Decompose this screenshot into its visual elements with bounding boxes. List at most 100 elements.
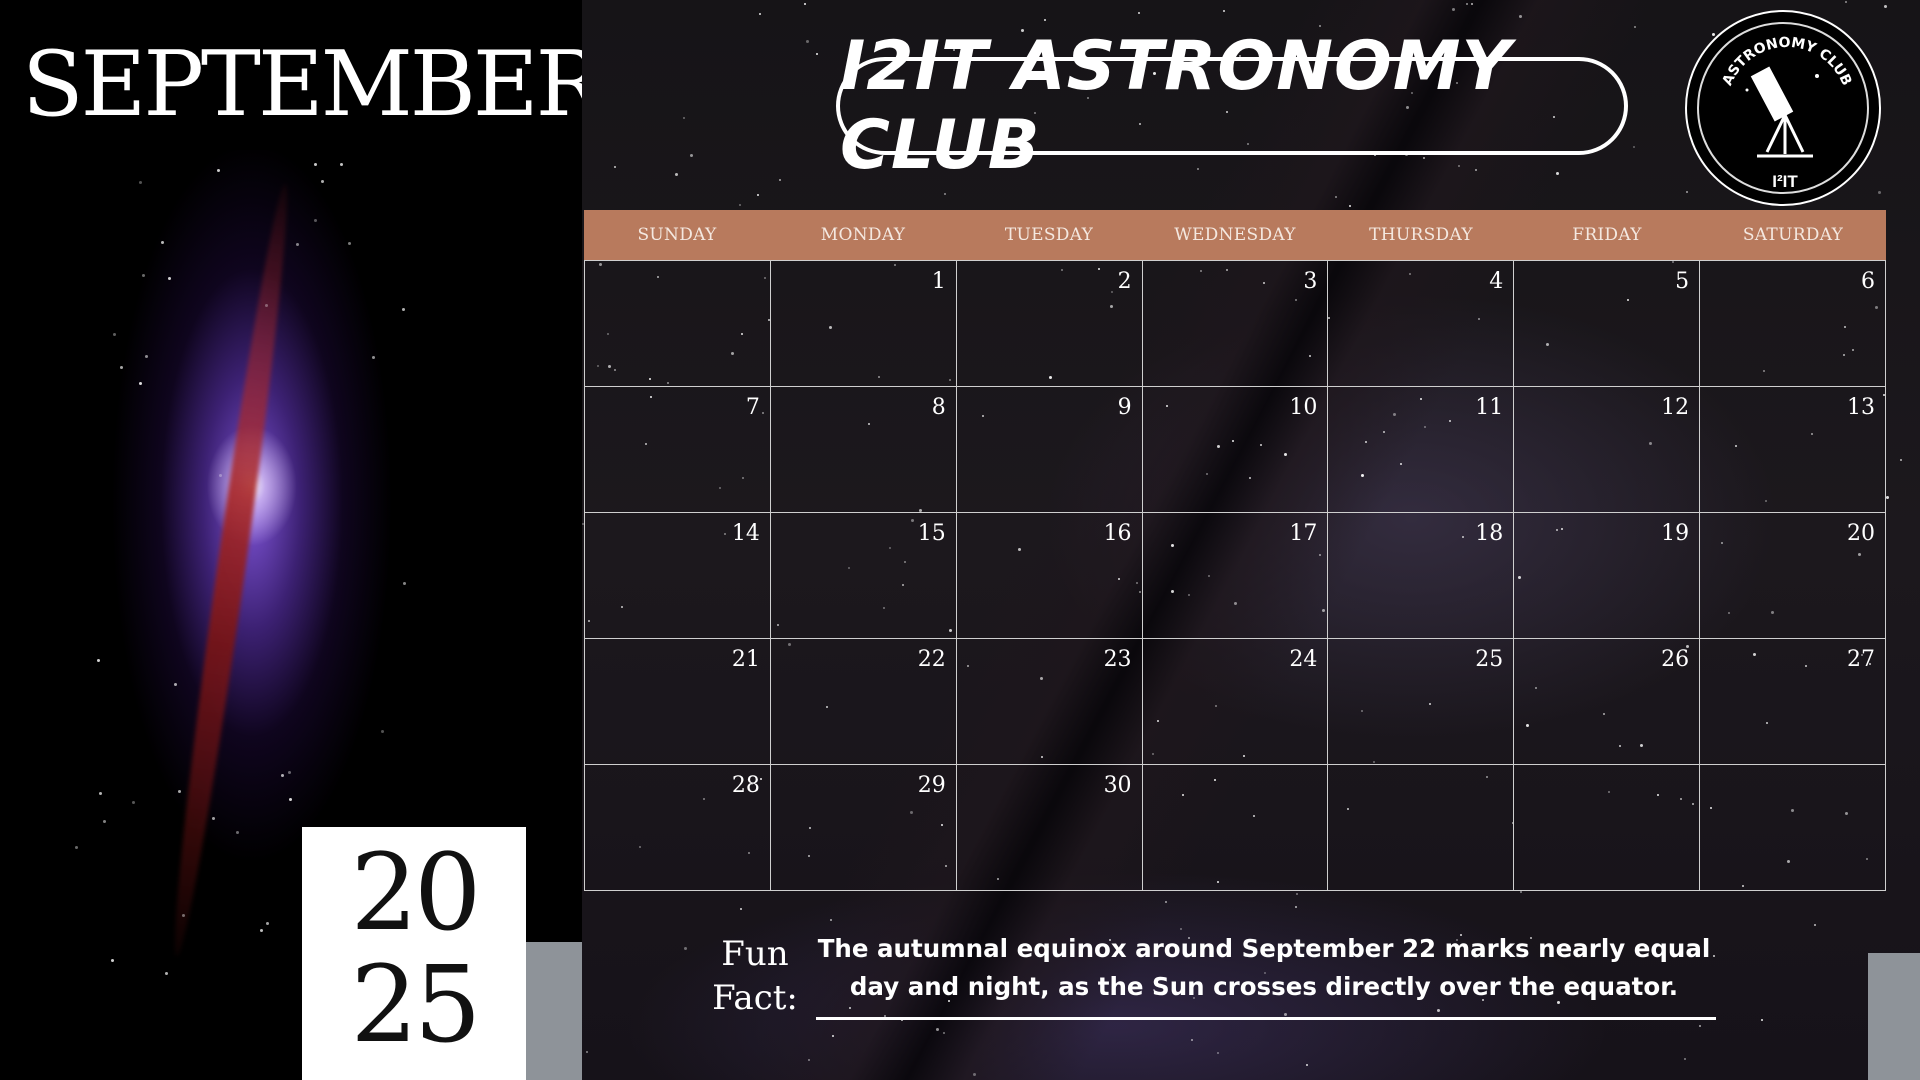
star-dot: [894, 264, 896, 266]
star-dot: [1319, 554, 1321, 556]
star-dot: [1680, 798, 1682, 800]
star-dot: [1858, 553, 1861, 556]
star-dot: [1456, 82, 1458, 84]
star-dot: [1171, 544, 1174, 547]
fun-fact-underline: [816, 1017, 1716, 1020]
star-dot: [219, 474, 222, 477]
star-dot: [1886, 496, 1889, 499]
star-dot: [953, 49, 955, 51]
star-dot: [1217, 881, 1219, 883]
star-dot: [1735, 445, 1737, 447]
star-dot: [1040, 677, 1043, 680]
day-cell: 24: [1142, 639, 1329, 765]
star-dot: [1478, 318, 1480, 320]
star-dot: [1328, 317, 1330, 319]
weekday-header-wednesday: WEDNESDAY: [1174, 225, 1296, 245]
star-dot: [1684, 1058, 1686, 1060]
day-cell: 4: [1328, 261, 1515, 387]
day-number: 27: [1847, 647, 1875, 672]
day-number: 12: [1661, 395, 1690, 420]
day-number: 3: [1303, 269, 1318, 294]
star-dot: [1482, 999, 1484, 1001]
star-dot: [1374, 154, 1376, 156]
star-dot: [639, 846, 641, 848]
star-dot: [804, 3, 806, 5]
day-cell: 14: [585, 513, 771, 639]
star-dot: [1429, 703, 1431, 705]
star-dot: [1883, 394, 1885, 396]
star-dot: [1686, 191, 1688, 193]
star-dot: [1284, 1013, 1287, 1016]
star-dot: [139, 181, 142, 184]
star-dot: [741, 333, 743, 335]
star-dot: [1805, 665, 1807, 667]
star-dot: [1047, 946, 1049, 948]
star-dot: [1260, 444, 1262, 446]
weekday-header-row: SUNDAY MONDAY TUESDAY WEDNESDAY THURSDAY FRID…: [584, 210, 1886, 260]
star-dot: [1322, 609, 1325, 612]
day-number: 30: [1103, 773, 1132, 798]
day-cell: 2: [956, 261, 1143, 387]
star-dot: [372, 356, 375, 359]
star-dot: [296, 243, 299, 246]
star-dot: [657, 276, 659, 278]
star-dot: [1034, 112, 1036, 114]
day-cell: 12: [1514, 387, 1701, 513]
star-dot: [132, 801, 135, 804]
club-logo: ASTRONOMY CLUB I²IT: [1685, 10, 1881, 206]
star-dot: [739, 204, 741, 206]
star-dot: [321, 180, 324, 183]
star-dot: [1309, 355, 1311, 357]
star-dot: [1406, 106, 1409, 109]
day-cell: 3: [1142, 261, 1329, 387]
star-dot: [941, 824, 943, 826]
star-dot: [724, 533, 726, 535]
day-number: 16: [1103, 521, 1132, 546]
star-dot: [597, 365, 599, 367]
star-dot: [402, 308, 405, 311]
star-dot: [988, 975, 990, 977]
star-dot: [1193, 997, 1195, 999]
star-dot: [1215, 705, 1217, 707]
star-dot: [588, 620, 590, 622]
star-dot: [1018, 548, 1021, 551]
day-cell: 28: [585, 765, 771, 891]
star-dot: [889, 547, 891, 549]
day-number: 21: [731, 647, 760, 672]
star-dot: [289, 798, 292, 801]
star-dot: [103, 820, 106, 823]
star-dot: [1535, 687, 1537, 689]
star-dot: [1157, 720, 1159, 722]
day-number: 26: [1661, 647, 1690, 672]
day-number: 10: [1289, 395, 1318, 420]
fun-fact-label-line-1: Fun: [721, 934, 789, 974]
star-dot: [1452, 8, 1455, 11]
star-dot: [178, 790, 181, 793]
star-dot: [1253, 815, 1255, 817]
day-number: 5: [1675, 269, 1690, 294]
star-dot: [883, 607, 885, 609]
star-dot: [1226, 111, 1228, 113]
logo-inner-ring: [1697, 22, 1869, 194]
star-dot: [759, 13, 761, 15]
star-dot: [748, 852, 750, 854]
star-dot: [1766, 722, 1768, 724]
star-dot: [1249, 477, 1251, 479]
star-dot: [1553, 116, 1555, 118]
star-dot: [1232, 440, 1234, 442]
fun-fact-label: Fun Fact:: [700, 932, 810, 1020]
star-dot: [621, 606, 623, 608]
star-dot: [645, 443, 647, 445]
star-dot: [582, 523, 584, 525]
day-cell: 17: [1142, 513, 1329, 639]
star-dot: [829, 326, 832, 329]
day-number: 24: [1289, 647, 1318, 672]
star-dot: [145, 355, 148, 358]
star-dot: [142, 274, 145, 277]
star-dot: [217, 169, 220, 172]
star-dot: [1884, 5, 1887, 8]
star-dot: [1409, 273, 1411, 275]
day-cell: 30: [956, 765, 1143, 891]
star-dot: [1861, 654, 1863, 656]
day-cell: 22: [770, 639, 957, 765]
